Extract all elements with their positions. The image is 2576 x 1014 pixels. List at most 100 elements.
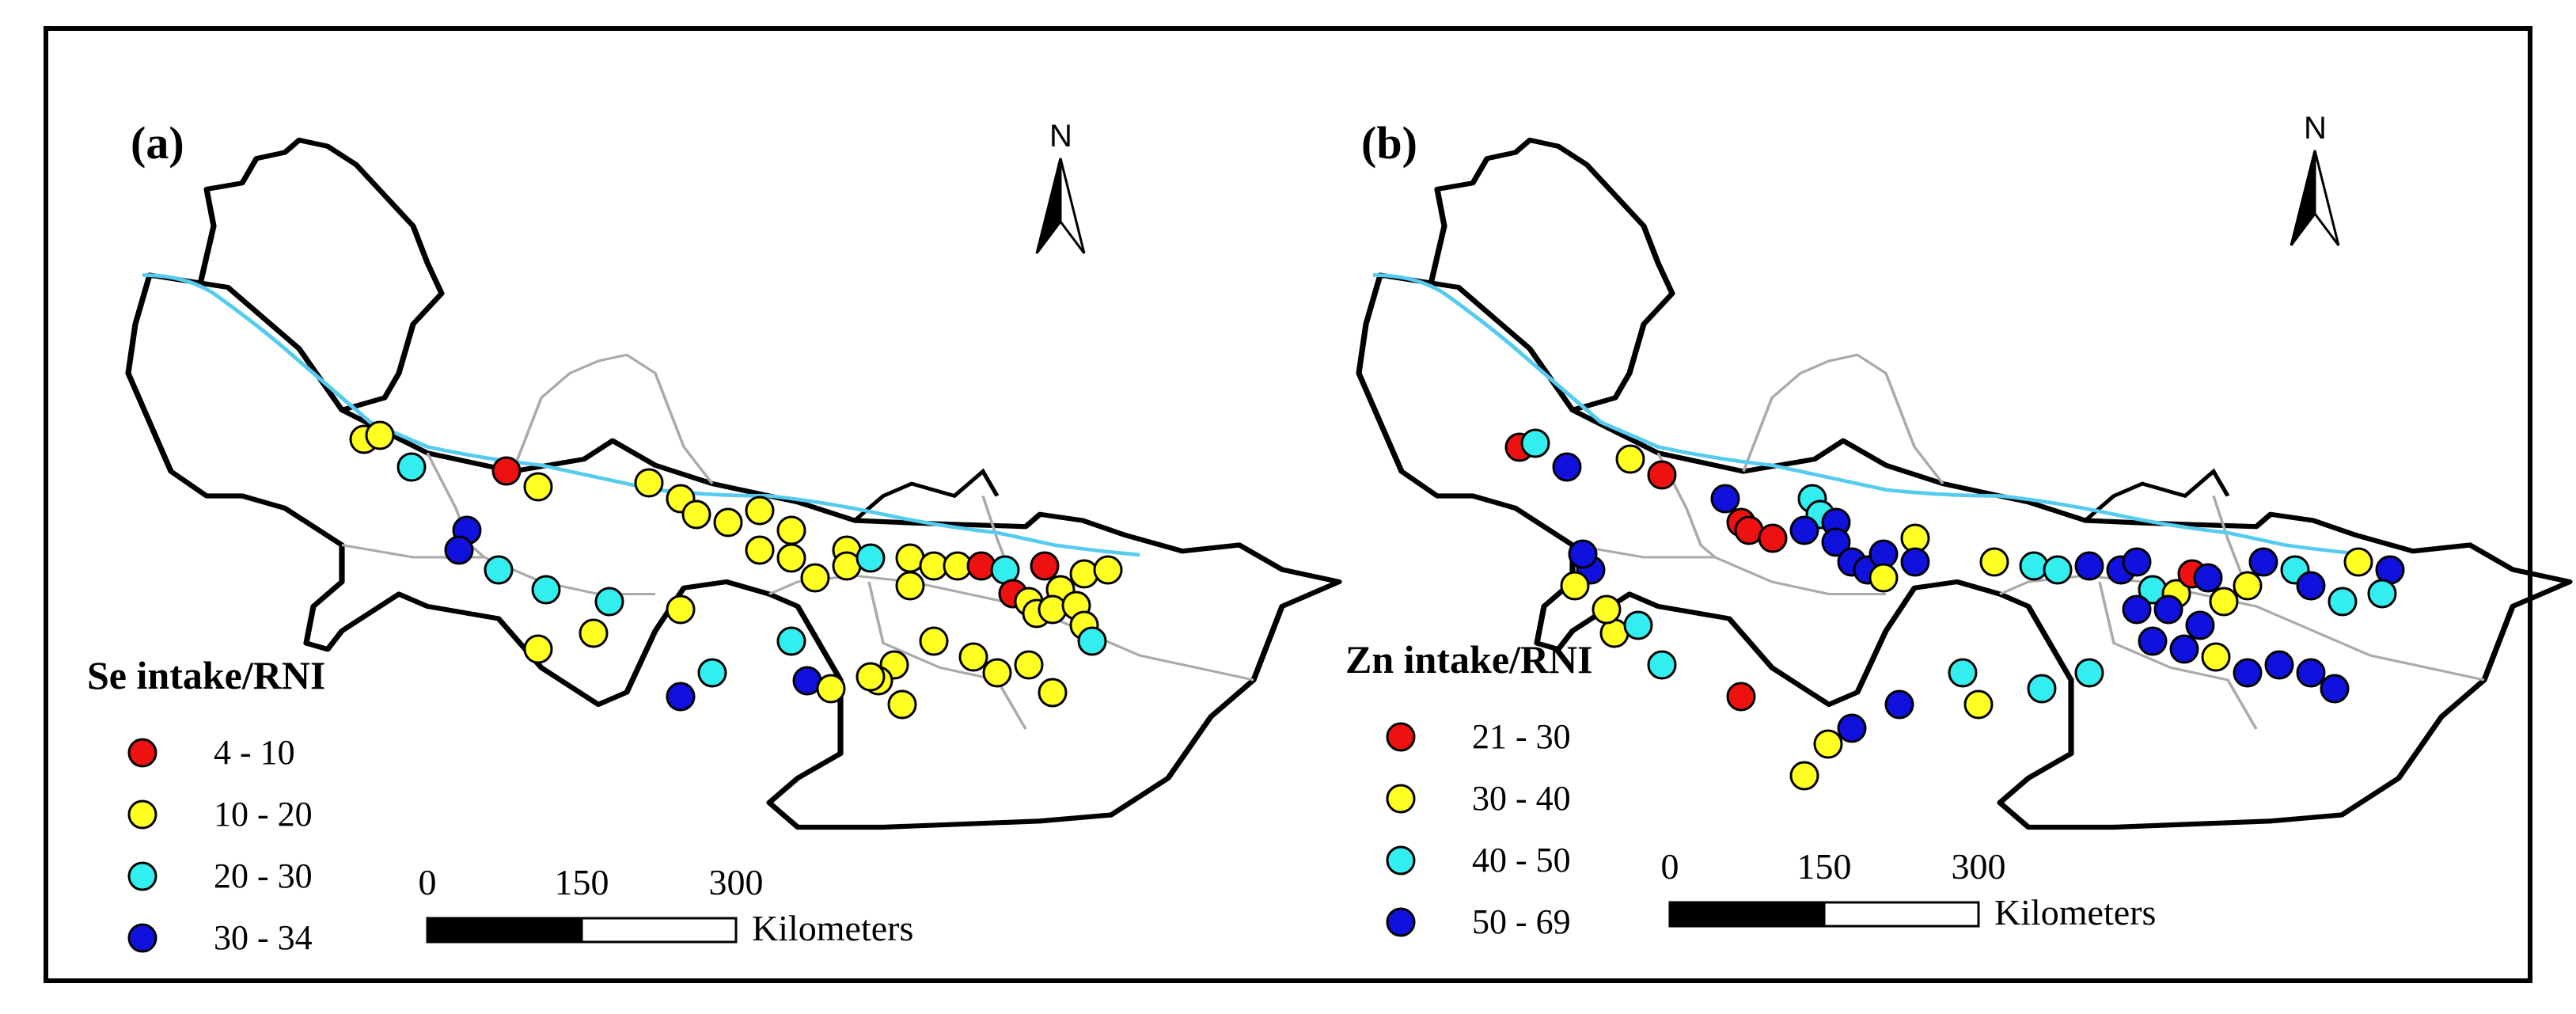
scale-label: 300	[709, 862, 764, 902]
sample-point	[2264, 650, 2294, 680]
sample-point	[1789, 515, 1819, 545]
sample-point	[1647, 460, 1677, 490]
sample-point	[1568, 539, 1598, 569]
sample-point	[2185, 610, 2215, 640]
sample-point	[1623, 610, 1653, 640]
north-label: N	[2304, 111, 2327, 146]
sample-point	[2296, 571, 2326, 601]
legend-label: 50 - 69	[1472, 902, 1571, 941]
sample-point	[2343, 547, 2373, 577]
legend-label: 40 - 50	[1472, 841, 1571, 879]
sample-point	[1821, 527, 1851, 557]
sample-point	[1592, 594, 1622, 625]
sample-point	[1979, 547, 2009, 577]
sample-point	[2328, 587, 2358, 617]
legend-b: Zn intake/RNI 21 - 30 30 - 40 40 - 50 50 - 6…	[1345, 637, 1593, 941]
sample-point	[745, 535, 775, 565]
sample-point	[1560, 571, 1590, 601]
sample-point	[523, 634, 553, 664]
legend-swatch	[1386, 722, 1416, 752]
sample-point	[2296, 658, 2326, 688]
panel-label-b: (b)	[1361, 117, 1417, 169]
scale-bar: 0 150 300 Kilometers	[419, 862, 914, 948]
sample-point	[895, 571, 925, 601]
sample-point	[776, 543, 806, 573]
sample-point	[776, 626, 806, 656]
legend-label: 10 - 20	[214, 795, 313, 834]
legend-swatch	[127, 799, 157, 830]
sample-point	[2138, 626, 2168, 656]
legend-swatch	[1386, 784, 1416, 814]
sample-point	[1963, 689, 1994, 720]
sample-point	[856, 543, 886, 573]
legend-label: 30 - 34	[214, 918, 313, 957]
sample-point	[1077, 626, 1107, 656]
sample-point	[1069, 559, 1099, 589]
sample-point	[2233, 571, 2263, 601]
legend-swatch	[1386, 845, 1416, 875]
scale-label: 0	[419, 862, 437, 902]
sample-point	[856, 662, 886, 692]
legend-swatch	[127, 738, 157, 768]
sample-point	[594, 587, 624, 617]
scale-label: 300	[1952, 846, 2006, 887]
scale-label: 0	[1661, 846, 1679, 887]
sample-point	[1038, 594, 1068, 625]
sample-point	[1884, 689, 1914, 720]
sample-point	[2019, 551, 2049, 581]
sample-point	[2193, 563, 2223, 593]
region-boundary	[128, 140, 1339, 827]
sample-point	[2209, 587, 2239, 617]
sample-point	[1726, 682, 1756, 712]
scale-label: 150	[1797, 846, 1852, 887]
sample-point	[491, 456, 522, 486]
sample-point	[1948, 658, 1978, 688]
sample-point	[1710, 484, 1740, 514]
sample-point	[666, 682, 696, 712]
sample-point	[958, 642, 988, 672]
scale-bar: 0 150 300 Kilometers	[1661, 846, 2157, 932]
sample-point	[713, 507, 743, 537]
scale-unit: Kilometers	[1994, 892, 2156, 932]
legend-swatch	[127, 923, 157, 953]
sample-point	[2122, 547, 2152, 577]
legend-label: 4 - 10	[214, 733, 295, 772]
sample-point	[2122, 594, 2152, 625]
sample-point	[1520, 428, 1550, 458]
sample-point	[816, 674, 846, 704]
sample-point	[523, 472, 553, 502]
legend-a: Se intake/RNI 4 - 10 10 - 20 20 - 30 30 - 34	[87, 653, 325, 957]
sample-point	[2074, 658, 2104, 688]
sample-point	[2320, 674, 2350, 704]
legend-label: 21 - 30	[1472, 717, 1571, 756]
legend-label: 20 - 30	[214, 856, 313, 895]
map-panel-a: (a) N Se intake/RNI 4 - 10 10 - 20 20 - 30 30 …	[87, 117, 1339, 957]
sample-point	[2169, 634, 2199, 664]
sample-point	[1014, 650, 1044, 680]
sample-point	[681, 499, 711, 530]
sample-point	[1038, 678, 1068, 708]
sample-point	[745, 496, 775, 526]
legend-title: Zn intake/RNI	[1345, 637, 1593, 682]
sample-point	[1552, 452, 1582, 482]
scale-unit: Kilometers	[752, 908, 913, 948]
sample-point	[2043, 555, 2073, 585]
sample-point	[1030, 551, 1060, 581]
sample-point	[966, 551, 996, 581]
sample-point	[2248, 547, 2278, 577]
sample-point	[800, 563, 830, 593]
sample-point	[484, 555, 514, 585]
sample-point	[579, 618, 609, 648]
sample-point	[887, 689, 917, 720]
sample-point	[1647, 650, 1677, 680]
legend-swatch	[127, 861, 157, 891]
north-label: N	[1049, 119, 1072, 154]
sample-point	[1758, 523, 1788, 553]
sample-point	[697, 658, 727, 688]
sample-point	[1093, 555, 1123, 585]
sample-point	[2027, 674, 2057, 704]
legend-swatch	[1386, 907, 1416, 937]
sample-point	[919, 626, 949, 656]
sample-point	[365, 420, 395, 450]
